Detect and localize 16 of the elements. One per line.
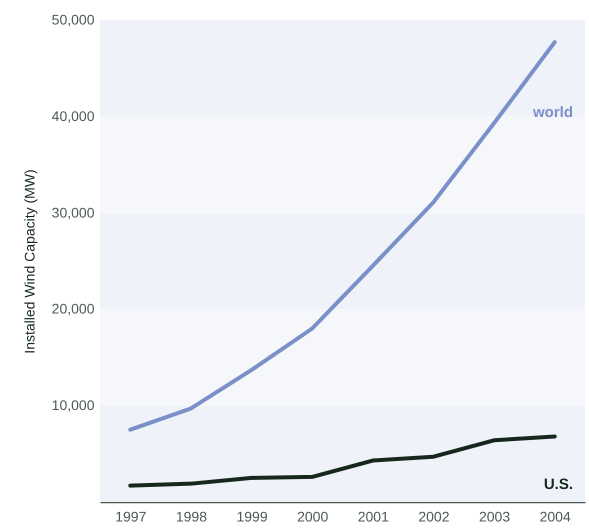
y-tick-label: 30,000 bbox=[52, 204, 95, 220]
x-tick-label: 2004 bbox=[540, 508, 571, 524]
y-tick-label: 20,000 bbox=[52, 300, 95, 317]
x-tick-label: 1999 bbox=[236, 508, 268, 524]
x-tick-label: 1998 bbox=[176, 508, 208, 524]
x-tick-label: 1997 bbox=[115, 508, 147, 524]
x-tick-label: 2000 bbox=[297, 508, 328, 524]
y-tick-label: 10,000 bbox=[52, 397, 95, 414]
x-tick-label: 2003 bbox=[478, 508, 510, 524]
y-axis-title: Installed Wind Capacity (MW) bbox=[22, 169, 38, 354]
x-tick-label: 2002 bbox=[418, 508, 450, 524]
text: U.S. bbox=[544, 476, 573, 493]
series-label: world bbox=[532, 104, 573, 122]
y-tick-label: 50,000 bbox=[52, 12, 95, 28]
x-tick-label: 2001 bbox=[358, 508, 390, 524]
y-tick-label: 40,000 bbox=[52, 108, 95, 124]
